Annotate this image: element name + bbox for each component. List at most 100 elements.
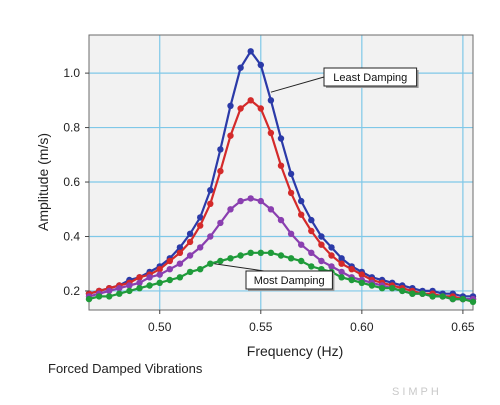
series-2-point (257, 197, 264, 205)
series-1-point (318, 241, 325, 248)
series-layer (85, 48, 477, 305)
series-3-point (116, 290, 123, 297)
annotations: Least Damping Most Damping (214, 67, 419, 291)
series-0-point (298, 197, 305, 205)
series-3-point (419, 290, 426, 297)
series-0-point (227, 102, 234, 110)
series-3-point (298, 257, 305, 265)
y-tick-label: 0.8 (63, 121, 80, 135)
series-0-point (186, 230, 194, 237)
series-2-point (146, 274, 153, 281)
series-3-point (469, 298, 477, 305)
series-3-point (409, 290, 416, 297)
series-3-point (156, 279, 163, 286)
annotation-leader (270, 76, 325, 93)
series-2-point (308, 249, 315, 256)
series-2-point (298, 241, 305, 248)
series-0-point (176, 244, 184, 251)
annotation-box (245, 270, 333, 290)
series-1-point (237, 105, 244, 112)
series-0-point (217, 146, 224, 153)
series-2-point (116, 285, 123, 292)
series-1-point (328, 252, 335, 259)
series-3-point (358, 279, 365, 286)
series-1-point (247, 97, 254, 104)
y-tick-label: 1.0 (63, 66, 80, 80)
series-3-point (257, 249, 264, 256)
series-2-point (156, 271, 163, 278)
series-1-point (298, 211, 305, 218)
series-2-point (328, 263, 335, 270)
y-tick-label: 0.6 (63, 175, 80, 189)
series-2-point (136, 279, 143, 286)
series-2-point (277, 216, 285, 224)
series-2-point (126, 282, 133, 289)
series-3-point (197, 266, 204, 273)
y-tick-label: 0.4 (63, 229, 80, 243)
series-3-point (308, 263, 315, 270)
series-2-point (207, 233, 214, 240)
series-1-point (217, 167, 224, 175)
series-3-point (166, 276, 173, 284)
series-3-point (378, 285, 386, 292)
y-tick-label: 0.2 (63, 284, 80, 298)
series-2-point (237, 197, 244, 205)
series-3-point (389, 285, 396, 292)
series-0-point (207, 187, 214, 194)
series-3-point (439, 293, 446, 300)
series-1-point (308, 227, 315, 235)
series-3-point (176, 274, 184, 281)
series-0-point (247, 48, 254, 55)
series-2-point (287, 230, 295, 237)
series-3-point (106, 293, 113, 300)
series-0-point (308, 216, 315, 224)
series-3 (85, 249, 477, 305)
series-2-point (217, 219, 224, 227)
series-3-point (348, 276, 355, 284)
series-2-point (267, 206, 275, 213)
series-3-point (126, 287, 133, 295)
series-1-point (186, 238, 194, 246)
series-1-point (267, 129, 275, 137)
series-1-point (136, 274, 143, 281)
series-2-point (338, 268, 345, 276)
series-1-point (287, 189, 295, 197)
annotation-text: Least Damping (333, 72, 407, 84)
series-3-point (267, 249, 275, 256)
series-0-point (287, 170, 295, 178)
series-3-point (277, 252, 285, 259)
series-2-point (186, 252, 194, 259)
watermark: SIMPH (392, 386, 442, 398)
x-tick-label: 0.60 (350, 320, 374, 334)
series-3-point (146, 282, 153, 289)
series-1-point (207, 200, 214, 207)
series-3-point (368, 282, 376, 289)
series-3-point (338, 274, 345, 281)
series-0-point (277, 135, 285, 142)
series-0-point (237, 64, 244, 71)
series-3-point (207, 260, 214, 267)
x-axis-ticks: 0.50 0.55 0.60 0.65 (148, 310, 475, 334)
annotation-box (323, 67, 418, 87)
series-3-point (186, 268, 194, 276)
plot-frame (88, 34, 474, 311)
series-3-point (95, 293, 103, 300)
series-1-point (166, 257, 173, 265)
figure-caption: Forced Damped Vibrations (48, 361, 203, 376)
series-0-point (338, 255, 345, 262)
y-axis-title: Amplitude (m/s) (35, 133, 51, 231)
x-tick-label: 0.50 (148, 320, 172, 334)
series-3-point (459, 295, 467, 303)
series-1-point (358, 271, 365, 278)
series-3-point (85, 295, 93, 303)
x-axis-title: Frequency (Hz) (247, 343, 343, 359)
series-2-point (197, 244, 204, 251)
series-3-point (237, 252, 244, 259)
series-1-point (176, 249, 184, 256)
series-1-point (348, 266, 355, 273)
series-3-point (449, 295, 456, 303)
series-3-point (287, 255, 295, 262)
series-1-point (197, 222, 204, 229)
series-2-point (247, 195, 254, 202)
